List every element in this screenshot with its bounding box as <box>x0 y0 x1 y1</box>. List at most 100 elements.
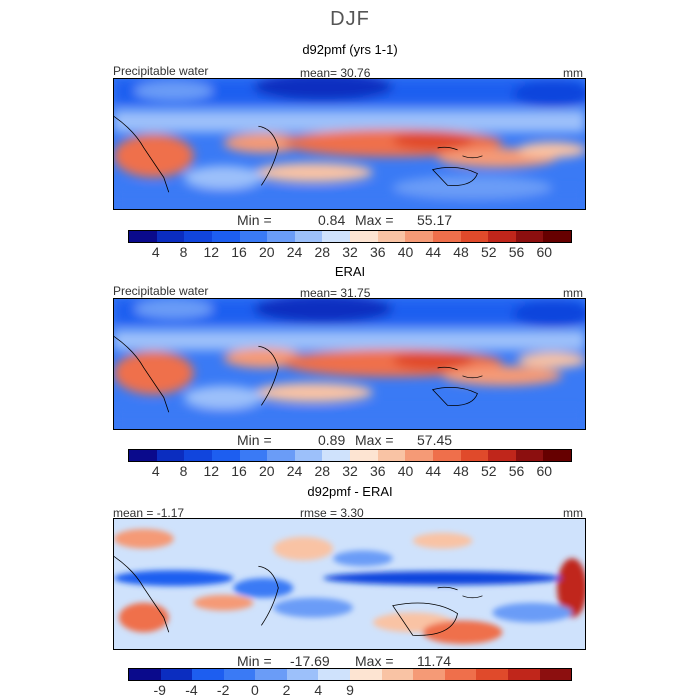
colorbar-tick-label: -4 <box>185 682 198 698</box>
panel-2-min-label: Min = <box>237 432 272 448</box>
panel-2-min-value: 0.89 <box>318 432 346 448</box>
panel-1-mean-label: mean= 30.76 <box>300 66 371 80</box>
colorbar-segment <box>211 231 240 242</box>
colorbar-segment <box>286 669 319 680</box>
colorbar-tick-label: 2 <box>282 682 291 698</box>
colorbar-segment <box>294 450 323 461</box>
panel-1-variable-label: Precipitable water <box>113 64 209 78</box>
colorbar-segment <box>156 450 185 461</box>
panel-1-map <box>113 78 586 210</box>
colorbar-tick-label: 12 <box>203 463 220 479</box>
colorbar-tick-label: 24 <box>286 463 303 479</box>
colorbar-tick-label: 40 <box>397 244 414 260</box>
colorbar-segment <box>129 450 157 461</box>
panel-1-colorbar <box>128 230 572 243</box>
colorbar-tick-label: 16 <box>231 244 247 260</box>
colorbar-segment <box>460 450 489 461</box>
colorbar-tick-label: 40 <box>397 463 414 479</box>
colorbar-tick-label: 8 <box>179 244 188 260</box>
colorbar-tick-label: 52 <box>480 463 497 479</box>
colorbar-segment <box>267 450 295 461</box>
colorbar-segment <box>444 669 477 680</box>
colorbar-tick-label: 4 <box>151 244 160 260</box>
colorbar-tick-label: 32 <box>342 463 358 479</box>
colorbar-tick-label: 0 <box>250 682 259 698</box>
colorbar-segment <box>543 231 571 242</box>
colorbar-segment <box>381 669 414 680</box>
colorbar-tick-label: 20 <box>258 244 275 260</box>
colorbar-segment <box>223 669 256 680</box>
panel-3-colorbar-ticks: -9 -4 -2 0 2 4 9 <box>0 682 700 700</box>
colorbar-segment <box>239 231 268 242</box>
figure-title: DJF <box>330 8 370 30</box>
colorbar-segment <box>543 450 571 461</box>
colorbar-tick-label: 4 <box>314 682 323 698</box>
colorbar-segment <box>515 231 544 242</box>
colorbar-segment <box>350 669 382 680</box>
colorbar-segment <box>377 450 406 461</box>
colorbar-segment <box>488 450 516 461</box>
colorbar-tick-label: 60 <box>536 244 553 260</box>
panel-3-field <box>114 519 585 649</box>
colorbar-tick-label: 4 <box>151 463 160 479</box>
colorbar-tick-label: 20 <box>258 463 275 479</box>
colorbar-tick-label: 9 <box>346 682 354 698</box>
panel-2-field <box>114 299 585 429</box>
colorbar-segment <box>267 231 295 242</box>
panel-2-colorbar-ticks: 4 8 12 16 20 24 28 32 36 40 44 48 52 56 60 <box>0 463 700 481</box>
colorbar-segment <box>507 669 540 680</box>
colorbar-segment <box>488 231 516 242</box>
panel-1-min-value: 0.84 <box>318 212 346 228</box>
colorbar-segment <box>156 231 185 242</box>
colorbar-segment <box>184 231 212 242</box>
panel-3-max-value: 11.74 <box>417 653 451 669</box>
colorbar-segment <box>350 231 378 242</box>
colorbar-segment <box>432 450 461 461</box>
colorbar-tick-label: -9 <box>153 682 166 698</box>
colorbar-tick-label: -2 <box>216 682 230 698</box>
panel-3-units: mm <box>563 506 583 520</box>
colorbar-segment <box>255 669 287 680</box>
colorbar-segment <box>405 450 433 461</box>
colorbar-segment <box>377 231 406 242</box>
colorbar-segment <box>405 231 433 242</box>
colorbar-tick-label: 48 <box>453 244 469 260</box>
panel-1-colorbar-ticks: 4 8 12 16 20 24 28 32 36 40 44 48 52 56 60 <box>0 244 700 262</box>
panel-2-max-value: 57.45 <box>417 432 453 448</box>
panel-3-max-label: Max = <box>355 653 394 669</box>
colorbar-segment <box>515 450 544 461</box>
panel-2-map <box>113 298 586 430</box>
panel-2-title: ERAI <box>334 264 366 279</box>
colorbar-segment <box>192 669 224 680</box>
colorbar-tick-label: 24 <box>286 244 303 260</box>
panel-1-max-label: Max = <box>355 212 394 228</box>
panel-3-min-label: Min = <box>237 653 272 669</box>
colorbar-segment <box>322 450 350 461</box>
colorbar-segment <box>413 669 445 680</box>
panel-3-title: d92pmf - ERAI <box>307 484 393 499</box>
panel-1-title: d92pmf (yrs 1-1) <box>302 42 398 57</box>
colorbar-tick-label: 44 <box>425 463 442 479</box>
colorbar-tick-label: 60 <box>536 463 553 479</box>
colorbar-segment <box>129 669 161 680</box>
colorbar-segment <box>184 450 212 461</box>
colorbar-tick-label: 28 <box>314 244 331 260</box>
colorbar-tick-label: 52 <box>480 244 497 260</box>
colorbar-segment <box>211 450 240 461</box>
colorbar-tick-label: 56 <box>508 244 525 260</box>
panel-1-max-value: 55.17 <box>417 212 453 228</box>
panel-2-units: mm <box>563 286 583 300</box>
panel-2-variable-label: Precipitable water <box>113 284 209 298</box>
colorbar-tick-label: 36 <box>369 244 386 260</box>
colorbar-segment <box>322 231 350 242</box>
colorbar-tick-label: 12 <box>203 244 220 260</box>
panel-3-min-value: -17.69 <box>290 653 330 669</box>
colorbar-tick-label: 16 <box>231 463 247 479</box>
panel-1-min-label: Min = <box>237 212 272 228</box>
colorbar-segment <box>129 231 157 242</box>
colorbar-tick-label: 44 <box>425 244 442 260</box>
panel-3-rmse-label: rmse = 3.30 <box>300 506 364 520</box>
colorbar-segment <box>318 669 351 680</box>
panel-2-max-label: Max = <box>355 432 394 448</box>
colorbar-segment <box>350 450 378 461</box>
